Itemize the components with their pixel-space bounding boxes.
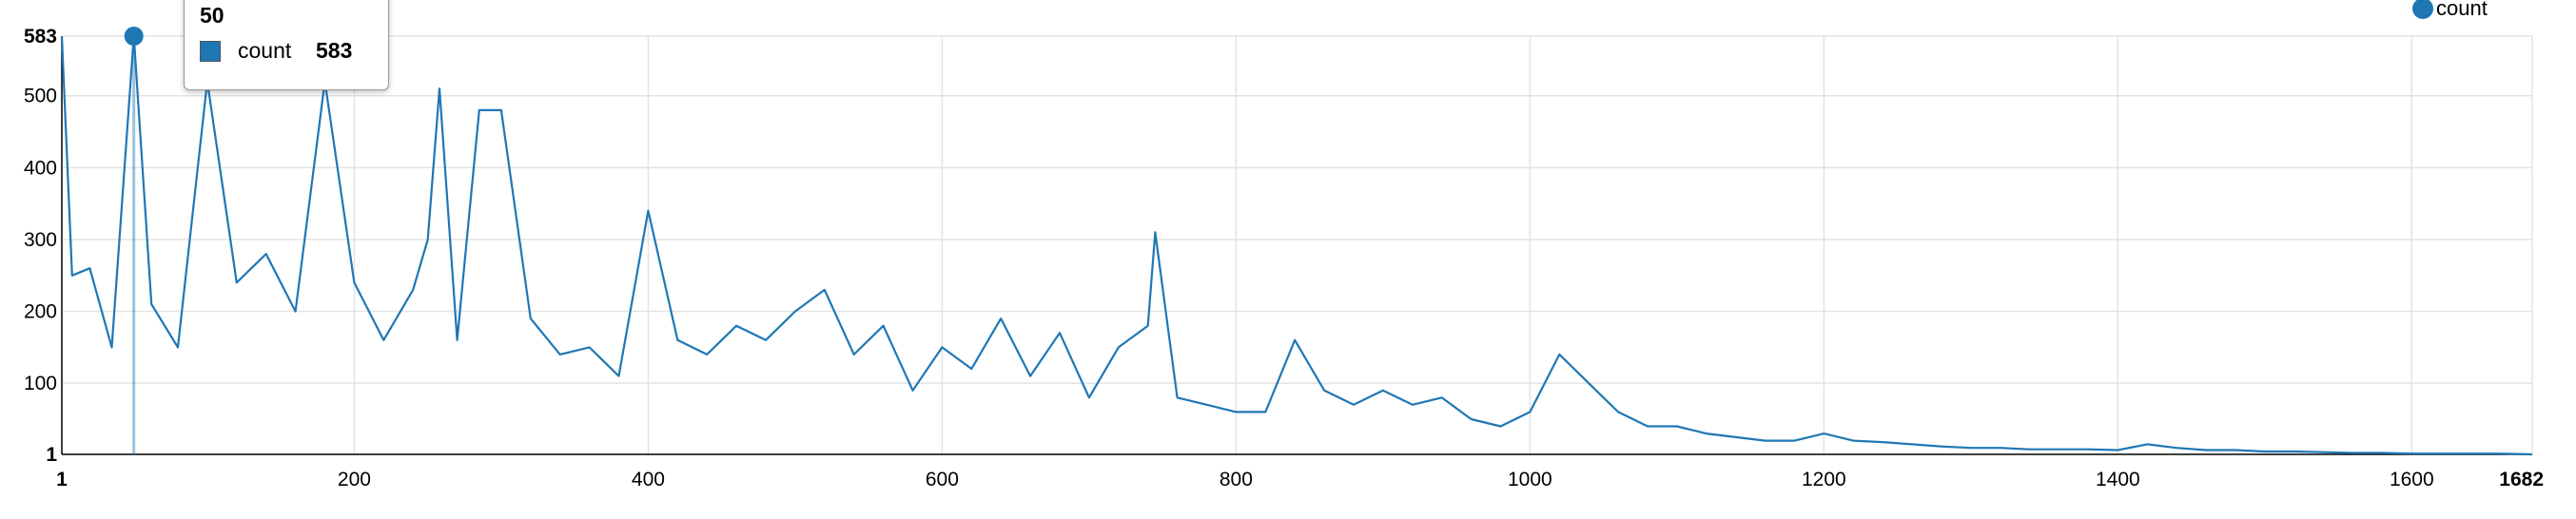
x-tick-label: 1200 bbox=[1802, 469, 1846, 490]
y-tick-label: 1 bbox=[46, 444, 57, 466]
y-tick-label: 583 bbox=[24, 26, 57, 48]
legend[interactable]: count bbox=[2412, 0, 2488, 20]
data-tooltip: 50 count 583 bbox=[184, 0, 389, 90]
legend-label-count[interactable]: count bbox=[2436, 0, 2488, 20]
x-tick-label: 200 bbox=[338, 469, 371, 490]
y-tick-label: 200 bbox=[24, 301, 57, 323]
y-tick-labels: 1 100 200 300 400 500 583 bbox=[24, 26, 57, 466]
series-layer bbox=[60, 34, 2533, 456]
y-tick-label: 300 bbox=[24, 229, 57, 251]
grid-lines bbox=[62, 35, 2533, 454]
y-tick-label: 500 bbox=[24, 86, 57, 107]
legend-marker-count[interactable] bbox=[2412, 0, 2433, 19]
x-tick-label: 1682 bbox=[2499, 469, 2544, 490]
y-tick-label: 400 bbox=[24, 157, 57, 179]
hover-point bbox=[124, 27, 144, 46]
tooltip-series-name: count bbox=[238, 38, 292, 63]
x-tick-label: 1600 bbox=[2390, 469, 2434, 490]
hover-indicator bbox=[124, 27, 144, 454]
tooltip-series-value: 583 bbox=[316, 38, 353, 63]
tooltip-x-value: 50 bbox=[200, 3, 224, 28]
x-tick-label: 1 bbox=[56, 469, 68, 490]
x-tick-label: 600 bbox=[926, 469, 959, 490]
x-tick-label: 1400 bbox=[2096, 469, 2140, 490]
tooltip-series-swatch bbox=[200, 41, 221, 62]
axes bbox=[61, 36, 2532, 455]
x-tick-labels: 1 200 400 600 800 1000 1200 1400 1600 1682 bbox=[56, 469, 2544, 490]
series-line-count[interactable] bbox=[60, 34, 2533, 456]
y-tick-label: 100 bbox=[24, 373, 57, 394]
x-tick-label: 400 bbox=[632, 469, 665, 490]
x-tick-label: 800 bbox=[1220, 469, 1253, 490]
x-tick-label: 1000 bbox=[1508, 469, 1552, 490]
